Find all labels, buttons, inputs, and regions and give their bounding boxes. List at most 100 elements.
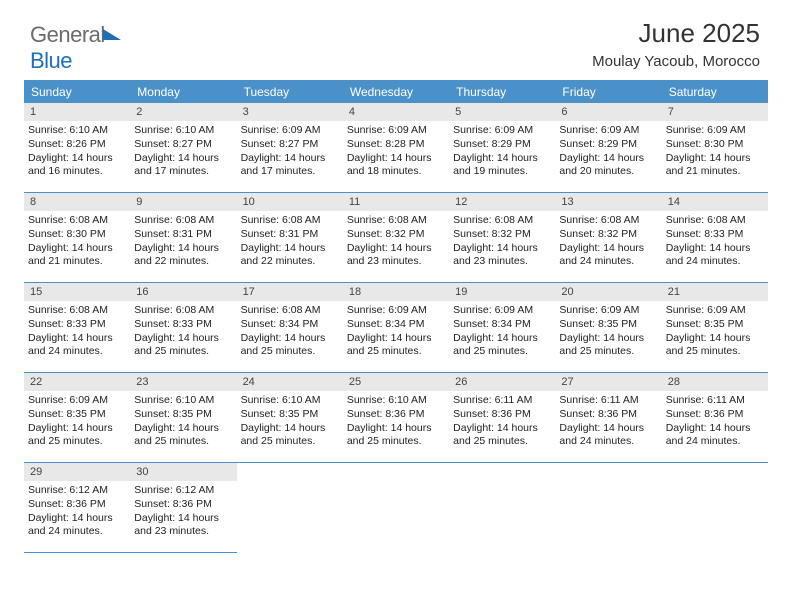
day-number: 11 <box>343 193 449 211</box>
day-number: 12 <box>449 193 555 211</box>
day-number: 14 <box>662 193 768 211</box>
day-info: Sunrise: 6:08 AMSunset: 8:30 PMDaylight:… <box>28 214 126 269</box>
day-info: Sunrise: 6:09 AMSunset: 8:35 PMDaylight:… <box>666 304 764 359</box>
day-number: 7 <box>662 103 768 121</box>
day-info: Sunrise: 6:10 AMSunset: 8:35 PMDaylight:… <box>241 394 339 449</box>
day-info: Sunrise: 6:09 AMSunset: 8:28 PMDaylight:… <box>347 124 445 179</box>
calendar-grid: SundayMondayTuesdayWednesdayThursdayFrid… <box>24 80 768 600</box>
calendar-cell: 25Sunrise: 6:10 AMSunset: 8:36 PMDayligh… <box>343 373 449 463</box>
day-number: 19 <box>449 283 555 301</box>
day-number: 15 <box>24 283 130 301</box>
calendar-cell: 20 Sunrise: 6:09 AMSunset: 8:35 PMDayligh… <box>555 283 661 373</box>
day-number: 24 <box>237 373 343 391</box>
calendar-cell: 18 Sunrise: 6:09 AMSunset: 8:34 PMDayligh… <box>343 283 449 373</box>
day-info: Sunrise: 6:08 AMSunset: 8:34 PMDaylight:… <box>241 304 339 359</box>
calendar-cell: 22 Sunrise: 6:09 AMSunset: 8:35 PMDayligh… <box>24 373 130 463</box>
weekday-header: Friday <box>555 81 661 103</box>
day-info: Sunrise: 6:08 AMSunset: 8:32 PMDaylight:… <box>347 214 445 269</box>
day-info: Sunrise: 6:10 AMSunset: 8:26 PMDaylight:… <box>28 124 126 179</box>
day-info: Sunrise: 6:08 AMSunset: 8:31 PMDaylight:… <box>134 214 232 269</box>
day-number: 10 <box>237 193 343 211</box>
logo: General Blue <box>30 22 121 74</box>
day-info: Sunrise: 6:09 AMSunset: 8:27 PMDaylight:… <box>241 124 339 179</box>
day-number: 4 <box>343 103 449 121</box>
day-number: 21 <box>662 283 768 301</box>
day-info: Sunrise: 6:09 AMSunset: 8:30 PMDaylight:… <box>666 124 764 179</box>
day-info: Sunrise: 6:08 AMSunset: 8:32 PMDaylight:… <box>453 214 551 269</box>
day-info: Sunrise: 6:11 AMSunset: 8:36 PMDaylight:… <box>666 394 764 449</box>
day-number: 3 <box>237 103 343 121</box>
calendar-cell: 5 Sunrise: 6:09 AMSunset: 8:29 PMDaylight… <box>449 103 555 193</box>
calendar-cell-empty <box>555 463 661 553</box>
day-number: 2 <box>130 103 236 121</box>
day-info: Sunrise: 6:09 AMSunset: 8:35 PMDaylight:… <box>28 394 126 449</box>
calendar-cell: 14 Sunrise: 6:08 AMSunset: 8:33 PMDayligh… <box>662 193 768 283</box>
calendar-cell: 13 Sunrise: 6:08 AMSunset: 8:32 PMDayligh… <box>555 193 661 283</box>
calendar-cell: 24 Sunrise: 6:10 AMSunset: 8:35 PMDayligh… <box>237 373 343 463</box>
calendar-cell: 2 Sunrise: 6:10 AMSunset: 8:27 PMDaylight… <box>130 103 236 193</box>
logo-triangle-icon <box>103 29 121 40</box>
calendar-cell-empty <box>343 463 449 553</box>
calendar-cell: 6 Sunrise: 6:09 AMSunset: 8:29 PMDaylight… <box>555 103 661 193</box>
day-number: 28 <box>662 373 768 391</box>
day-info: Sunrise: 6:08 AMSunset: 8:32 PMDaylight:… <box>559 214 657 269</box>
calendar-cell: 3 Sunrise: 6:09 AMSunset: 8:27 PMDaylight… <box>237 103 343 193</box>
calendar-cell: 27Sunrise: 6:11 AMSunset: 8:36 PMDayligh… <box>555 373 661 463</box>
day-info: Sunrise: 6:09 AMSunset: 8:34 PMDaylight:… <box>347 304 445 359</box>
calendar-cell: 4 Sunrise: 6:09 AMSunset: 8:28 PMDaylight… <box>343 103 449 193</box>
day-info: Sunrise: 6:10 AMSunset: 8:36 PMDaylight:… <box>347 394 445 449</box>
day-info: Sunrise: 6:11 AMSunset: 8:36 PMDaylight:… <box>453 394 551 449</box>
day-number: 16 <box>130 283 236 301</box>
day-info: Sunrise: 6:12 AMSunset: 8:36 PMDaylight:… <box>134 484 232 539</box>
calendar-cell: 28 Sunrise: 6:11 AMSunset: 8:36 PMDayligh… <box>662 373 768 463</box>
day-number: 22 <box>24 373 130 391</box>
calendar-cell: 16Sunrise: 6:08 AMSunset: 8:33 PMDayligh… <box>130 283 236 373</box>
day-number: 1 <box>24 103 130 121</box>
calendar-cell: 29 Sunrise: 6:12 AMSunset: 8:36 PMDayligh… <box>24 463 130 553</box>
day-number: 18 <box>343 283 449 301</box>
day-number: 6 <box>555 103 661 121</box>
day-number: 17 <box>237 283 343 301</box>
day-info: Sunrise: 6:09 AMSunset: 8:34 PMDaylight:… <box>453 304 551 359</box>
day-info: Sunrise: 6:12 AMSunset: 8:36 PMDaylight:… <box>28 484 126 539</box>
calendar-cell: 17 Sunrise: 6:08 AMSunset: 8:34 PMDayligh… <box>237 283 343 373</box>
page-title-block: June 2025 Moulay Yacoub, Morocco <box>592 18 760 70</box>
day-info: Sunrise: 6:08 AMSunset: 8:31 PMDaylight:… <box>241 214 339 269</box>
day-number: 9 <box>130 193 236 211</box>
day-number: 13 <box>555 193 661 211</box>
calendar-cell: 7 Sunrise: 6:09 AMSunset: 8:30 PMDaylight… <box>662 103 768 193</box>
calendar-cell: 10 Sunrise: 6:08 AMSunset: 8:31 PMDayligh… <box>237 193 343 283</box>
day-number: 20 <box>555 283 661 301</box>
title-month: June 2025 <box>592 18 760 49</box>
day-info: Sunrise: 6:09 AMSunset: 8:29 PMDaylight:… <box>559 124 657 179</box>
weekday-header: Monday <box>130 81 236 103</box>
day-info: Sunrise: 6:10 AMSunset: 8:27 PMDaylight:… <box>134 124 232 179</box>
title-location: Moulay Yacoub, Morocco <box>592 53 760 70</box>
day-info: Sunrise: 6:08 AMSunset: 8:33 PMDaylight:… <box>666 214 764 269</box>
calendar-cell-empty <box>662 463 768 553</box>
weekday-header: Sunday <box>24 81 130 103</box>
day-number: 23 <box>130 373 236 391</box>
day-info: Sunrise: 6:09 AMSunset: 8:29 PMDaylight:… <box>453 124 551 179</box>
logo-text-1: General <box>30 22 105 47</box>
day-info: Sunrise: 6:09 AMSunset: 8:35 PMDaylight:… <box>559 304 657 359</box>
calendar-cell: 30 Sunrise: 6:12 AMSunset: 8:36 PMDayligh… <box>130 463 236 553</box>
calendar-cell: 15 Sunrise: 6:08 AMSunset: 8:33 PMDayligh… <box>24 283 130 373</box>
day-info: Sunrise: 6:10 AMSunset: 8:35 PMDaylight:… <box>134 394 232 449</box>
calendar-cell-empty <box>449 463 555 553</box>
weekday-header: Tuesday <box>237 81 343 103</box>
day-number: 5 <box>449 103 555 121</box>
day-info: Sunrise: 6:08 AMSunset: 8:33 PMDaylight:… <box>28 304 126 359</box>
calendar-cell: 21 Sunrise: 6:09 AMSunset: 8:35 PMDayligh… <box>662 283 768 373</box>
day-number: 29 <box>24 463 130 481</box>
day-number: 26 <box>449 373 555 391</box>
calendar-cell: 8Sunrise: 6:08 AMSunset: 8:30 PMDaylight… <box>24 193 130 283</box>
logo-text-2: Blue <box>30 48 72 73</box>
calendar-cell: 9 Sunrise: 6:08 AMSunset: 8:31 PMDaylight… <box>130 193 236 283</box>
calendar-cell: 19 Sunrise: 6:09 AMSunset: 8:34 PMDayligh… <box>449 283 555 373</box>
calendar-cell: 11 Sunrise: 6:08 AMSunset: 8:32 PMDayligh… <box>343 193 449 283</box>
day-number: 27 <box>555 373 661 391</box>
day-number: 30 <box>130 463 236 481</box>
weekday-header: Saturday <box>662 81 768 103</box>
calendar-cell: 12 Sunrise: 6:08 AMSunset: 8:32 PMDayligh… <box>449 193 555 283</box>
